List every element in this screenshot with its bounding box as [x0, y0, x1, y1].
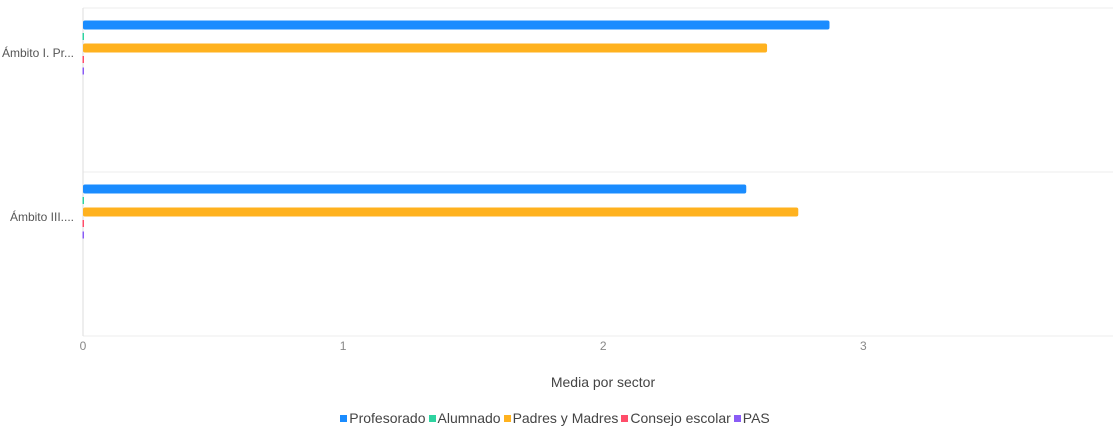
bar-padres-y-madres [83, 44, 767, 53]
bar-consejo-escolar [83, 220, 85, 227]
legend-item[interactable]: Padres y Madres [504, 410, 619, 426]
bar-alumnado [83, 33, 85, 40]
tick-labels: 0 1 2 3 [80, 339, 867, 353]
legend-item[interactable]: PAS [734, 410, 770, 426]
legend-swatch [504, 415, 511, 422]
bar-pas [83, 232, 85, 239]
legend-item[interactable]: Alumnado [429, 410, 501, 426]
bar-consejo-escolar [83, 56, 85, 63]
legend-label: Alumnado [438, 410, 501, 426]
category-label: Ámbito III.... [10, 209, 74, 224]
x-tick-label: 1 [340, 339, 347, 353]
legend-swatch [621, 415, 628, 422]
legend-swatch [429, 415, 436, 422]
bar-profesorado [83, 21, 829, 30]
legend-label: Padres y Madres [513, 410, 619, 426]
category-label: Ámbito I. Pr... [2, 45, 74, 60]
legend-item[interactable]: Consejo escolar [621, 410, 730, 426]
bars-layer [83, 21, 830, 239]
x-tick-label: 3 [860, 339, 867, 353]
bar-profesorado [83, 185, 746, 194]
legend-swatch [734, 415, 741, 422]
legend-label: PAS [743, 410, 770, 426]
legend-item[interactable]: Profesorado [340, 410, 425, 426]
x-tick-label: 2 [600, 339, 607, 353]
legend-label: Profesorado [349, 410, 425, 426]
legend-label: Consejo escolar [630, 410, 730, 426]
legend: Profesorado Alumnado Padres y Madres Consej… [0, 410, 1113, 426]
category-labels: Ámbito I. Pr... Ámbito III.... [2, 45, 74, 224]
x-tick-label: 0 [80, 339, 87, 353]
grid-layer [83, 8, 1113, 336]
bar-pas [83, 68, 85, 75]
bar-alumnado [83, 197, 85, 204]
legend-swatch [340, 415, 347, 422]
bar-chart: Ámbito I. Pr... Ámbito III.... 0 1 2 3 Media… [0, 0, 1113, 400]
x-axis-title: Media por sector [551, 374, 656, 390]
bar-padres-y-madres [83, 208, 798, 217]
